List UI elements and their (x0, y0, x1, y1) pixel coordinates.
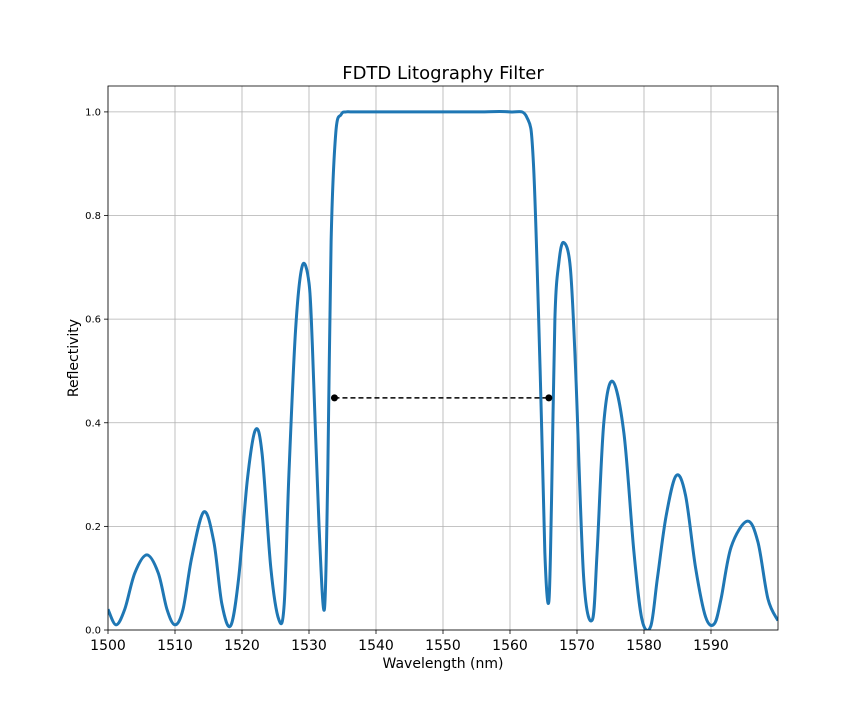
chart-title: FDTD Litography Filter (342, 63, 544, 84)
fwhm-marker-point (330, 394, 338, 402)
y-tick-label: 0.0 (85, 626, 101, 637)
x-axis-label: Wavelength (nm) (383, 656, 504, 672)
y-tick-label: 0.2 (85, 522, 101, 533)
y-tick-label: 0.4 (85, 418, 101, 429)
y-tick-label: 1.0 (85, 107, 101, 118)
reflectivity-series-line (108, 110, 778, 630)
x-tick-label: 1500 (90, 638, 126, 654)
series-layer (108, 110, 778, 630)
x-tick-label: 1540 (358, 638, 394, 654)
x-tick-label: 1580 (626, 638, 662, 654)
y-tick-label: 0.8 (85, 211, 101, 222)
axis-ticks: 1500 1510 1520 1530 1540 1550 1560 1570 1580 1590… (85, 107, 729, 654)
x-tick-label: 1570 (559, 638, 595, 654)
x-tick-label: 1550 (425, 638, 461, 654)
x-tick-label: 1560 (492, 638, 528, 654)
y-axis-label: Reflectivity (66, 319, 82, 397)
x-tick-label: 1530 (291, 638, 327, 654)
x-tick-label: 1520 (224, 638, 260, 654)
grid-lines (107, 86, 778, 631)
x-tick-label: 1510 (157, 638, 193, 654)
fwhm-marker-point (545, 394, 553, 402)
x-tick-label: 1590 (693, 638, 729, 654)
y-tick-label: 0.6 (85, 315, 101, 326)
